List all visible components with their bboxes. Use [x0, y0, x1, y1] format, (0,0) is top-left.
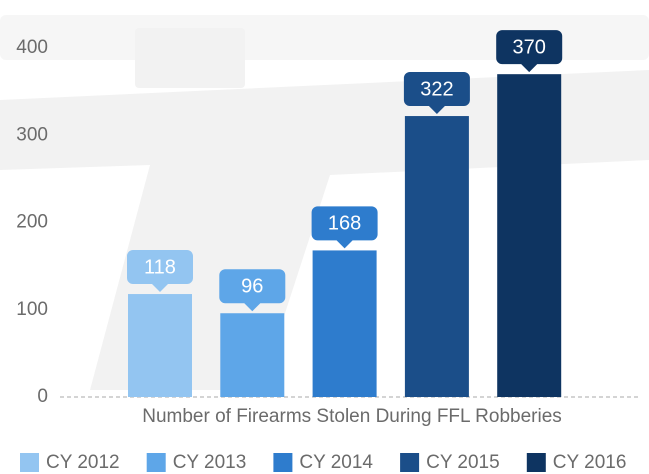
bar — [404, 116, 469, 398]
legend-label: CY 2013 — [173, 452, 247, 473]
bar — [497, 74, 562, 398]
y-tick-label: 100 — [16, 299, 48, 320]
x-axis-label: Number of Firearms Stolen During FFL Rob… — [142, 406, 562, 427]
y-tick-label: 200 — [16, 212, 48, 233]
y-tick-label: 0 — [37, 386, 48, 407]
callout — [219, 269, 286, 312]
legend-label: CY 2015 — [426, 452, 500, 473]
data-label: 322 — [420, 78, 453, 100]
legend-label: CY 2014 — [299, 452, 373, 473]
legend-swatch — [400, 453, 420, 472]
legend-swatch — [20, 453, 39, 472]
legend-swatch — [273, 453, 293, 472]
callout — [496, 30, 563, 73]
legend-label: CY 2012 — [46, 452, 120, 473]
data-label: 168 — [328, 213, 361, 235]
callout — [127, 250, 193, 293]
data-label: 96 — [241, 276, 263, 298]
y-tick-label: 400 — [16, 37, 48, 58]
legend-swatch — [146, 453, 166, 472]
legend-label: CY 2016 — [553, 452, 627, 473]
callout — [311, 206, 378, 249]
bar — [312, 250, 377, 397]
data-label: 370 — [513, 36, 546, 58]
data-label: 118 — [144, 256, 176, 278]
callout — [403, 72, 470, 115]
y-tick-label: 300 — [16, 124, 48, 145]
legend-swatch — [526, 453, 546, 472]
bar — [220, 313, 285, 397]
bar — [128, 294, 192, 397]
